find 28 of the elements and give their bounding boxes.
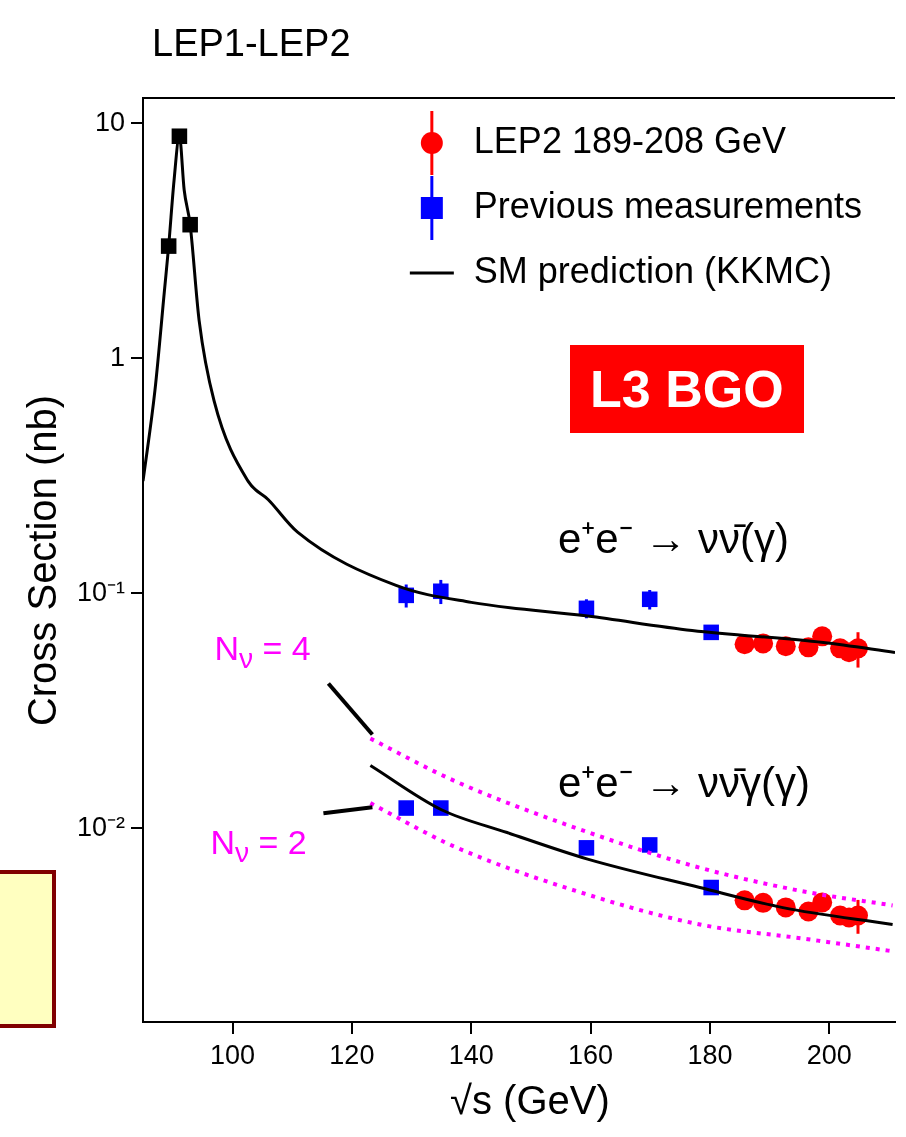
line-series bbox=[368, 736, 895, 908]
y-tick-label: 10 bbox=[94, 106, 125, 137]
x-tick-label: 180 bbox=[687, 1039, 733, 1070]
point bbox=[641, 591, 658, 608]
annotation: e⁺e⁻ → νν̄γ(γ) bbox=[558, 758, 811, 808]
y-tick-label: 10⁻² bbox=[76, 811, 125, 842]
point bbox=[398, 800, 414, 816]
point bbox=[578, 840, 595, 856]
point bbox=[641, 837, 658, 853]
x-tick-label: 100 bbox=[209, 1039, 256, 1070]
line-series bbox=[368, 764, 895, 926]
y-tick-label: 10⁻¹ bbox=[76, 576, 125, 607]
legend-label: Previous measurements bbox=[473, 184, 863, 226]
annotation: L3 BGO bbox=[570, 345, 804, 433]
x-tick-label: 140 bbox=[448, 1039, 494, 1070]
x-tick-label: 200 bbox=[806, 1039, 852, 1070]
chart-title: LEP1-LEP2 bbox=[152, 22, 351, 65]
x-axis-title: √s (GeV) bbox=[450, 1078, 610, 1123]
annotation: N$_{ν}$ = 4 bbox=[214, 628, 311, 675]
y-tick-label: 1 bbox=[109, 341, 125, 372]
point bbox=[812, 892, 833, 913]
legend-label: LEP2 189-208 GeV bbox=[473, 119, 787, 161]
annotation: e⁺e⁻ → νν̄(γ) bbox=[558, 514, 790, 564]
x-tick-label: 160 bbox=[568, 1039, 614, 1070]
y-axis-title: Cross Section (nb) bbox=[19, 394, 65, 726]
legend-label: SM prediction (KKMC) bbox=[473, 249, 832, 291]
annotation: N$_{ν}$ = 2 bbox=[210, 823, 307, 869]
x-tick-label: 120 bbox=[329, 1039, 375, 1070]
